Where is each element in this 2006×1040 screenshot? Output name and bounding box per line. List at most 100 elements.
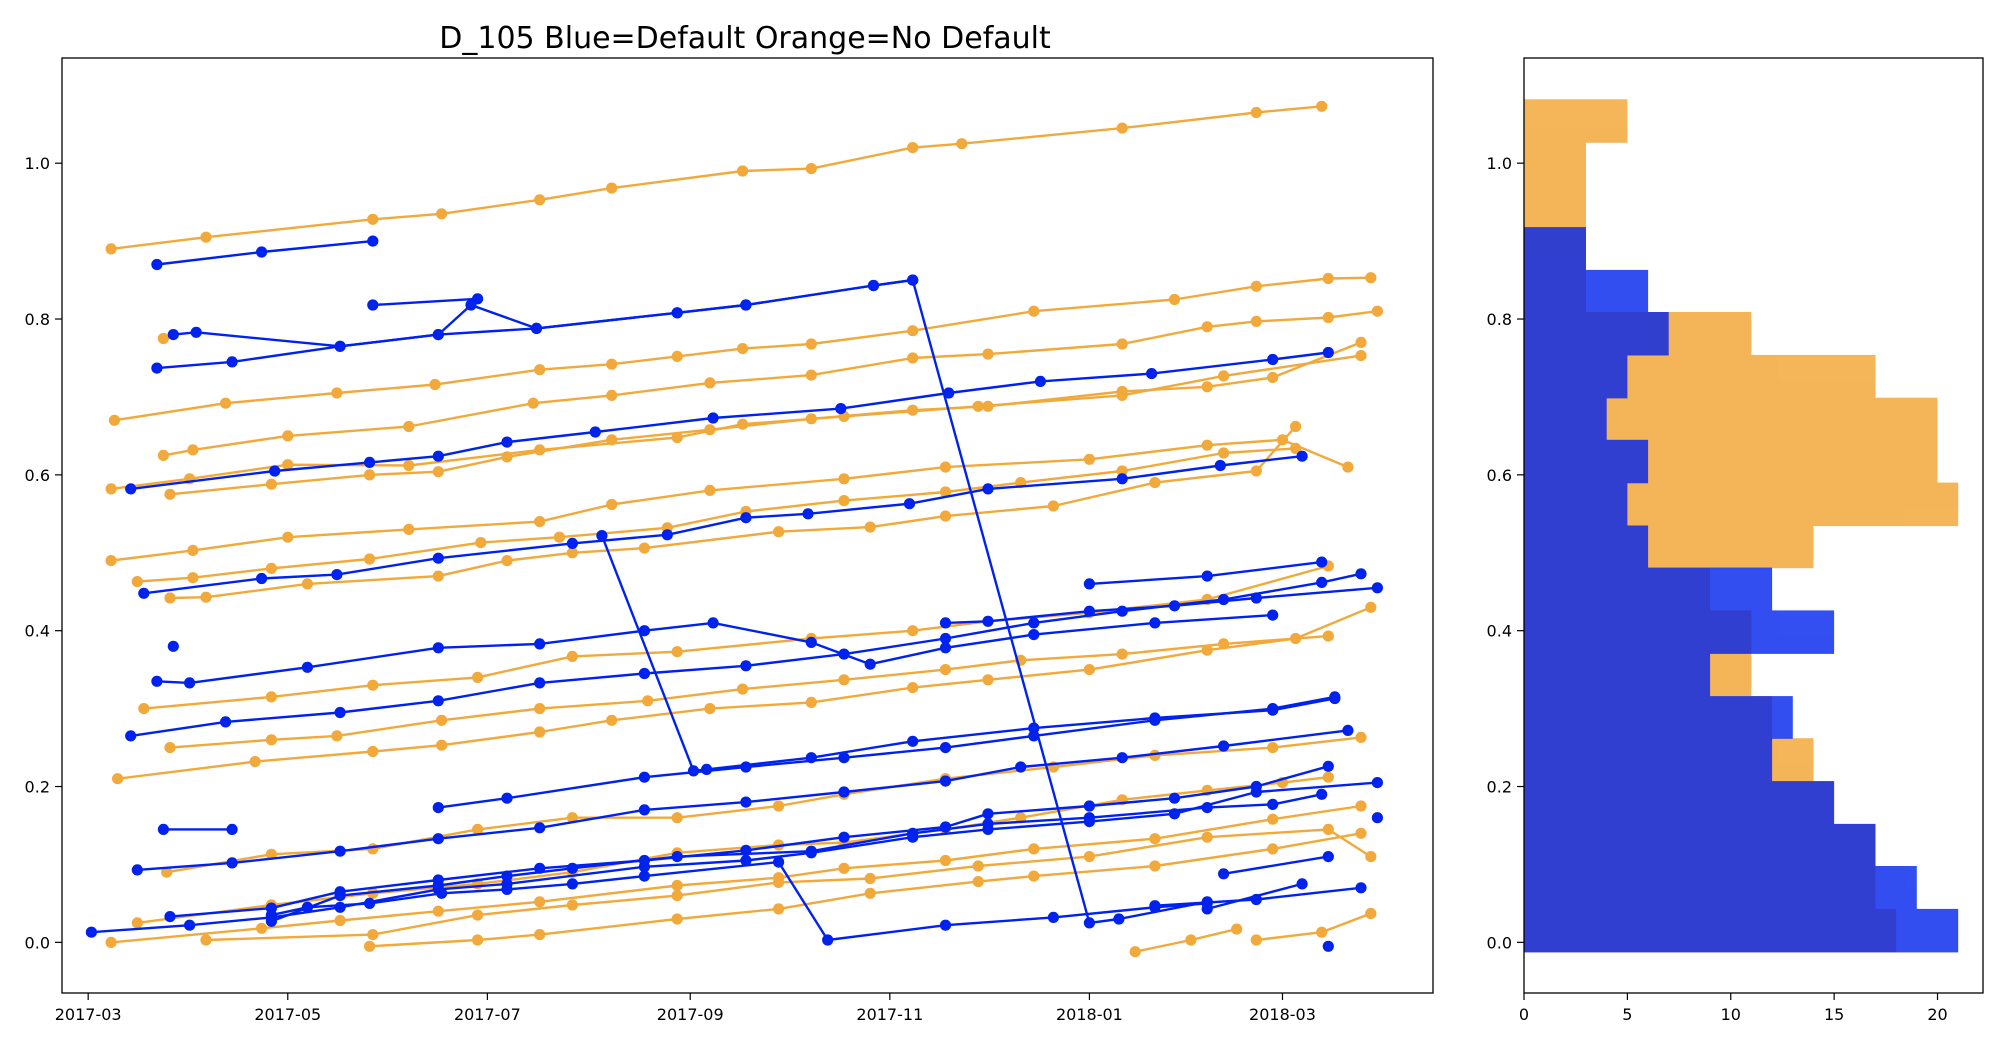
data-point	[939, 510, 952, 522]
data-point	[982, 483, 994, 495]
data-point	[432, 329, 444, 341]
data-point	[805, 338, 817, 350]
data-point	[1371, 305, 1383, 317]
histogram-bar	[1524, 439, 1649, 484]
data-point	[1322, 272, 1334, 285]
no-default-series	[108, 272, 1377, 426]
data-point	[822, 934, 834, 946]
data-point	[436, 739, 448, 751]
default-series	[151, 235, 379, 271]
data-point	[164, 742, 176, 754]
data-point	[265, 691, 277, 703]
series-line	[945, 586, 1378, 625]
data-point	[939, 617, 952, 629]
data-point	[671, 851, 683, 863]
histogram-bar	[1524, 227, 1586, 271]
data-point	[1028, 722, 1040, 734]
data-point	[265, 734, 277, 746]
data-point	[1028, 870, 1040, 882]
data-point	[472, 823, 484, 836]
data-point	[432, 802, 444, 814]
data-point	[671, 350, 683, 362]
data-point	[1028, 730, 1040, 742]
data-point	[1316, 556, 1328, 568]
data-point	[1267, 742, 1279, 754]
data-point	[939, 775, 952, 787]
data-point	[671, 646, 683, 658]
data-point	[1250, 893, 1262, 906]
data-point	[164, 592, 176, 604]
data-point	[1322, 940, 1334, 952]
histogram-bar	[1524, 908, 1959, 953]
data-point	[566, 862, 579, 874]
data-point	[1218, 370, 1230, 382]
data-point	[1083, 453, 1095, 465]
data-point	[1355, 731, 1367, 744]
data-point	[436, 208, 448, 220]
data-point	[773, 800, 785, 812]
data-point	[269, 465, 281, 477]
data-point	[432, 905, 444, 917]
data-point	[1149, 477, 1161, 489]
hist-y-tick-label: 0.4	[1487, 622, 1512, 641]
data-point	[835, 403, 847, 415]
data-point	[939, 854, 952, 867]
data-point	[534, 677, 546, 689]
data-point	[838, 473, 850, 485]
data-point	[334, 890, 346, 902]
data-point	[1365, 601, 1377, 613]
data-point	[265, 915, 277, 927]
no-default-series	[1250, 907, 1377, 946]
no-default-series	[164, 630, 1334, 754]
y-tick-label: 0.4	[25, 622, 50, 641]
data-point	[200, 591, 212, 603]
data-point	[707, 617, 719, 629]
no-default-series	[200, 823, 1377, 946]
data-point	[256, 922, 268, 934]
default-series	[596, 530, 1341, 777]
histogram-bar	[1524, 99, 1628, 143]
data-point	[1296, 878, 1308, 890]
data-point	[105, 243, 117, 255]
data-point	[432, 552, 444, 564]
data-point	[432, 570, 444, 582]
data-point	[1201, 831, 1213, 843]
default-series	[125, 568, 1367, 742]
data-point	[1146, 368, 1158, 380]
series-line	[600, 535, 1336, 773]
data-point	[1185, 934, 1197, 946]
hist-x-tick-label: 0	[1519, 1005, 1529, 1024]
data-point	[334, 914, 346, 927]
data-point	[501, 883, 513, 896]
data-point	[737, 683, 749, 695]
data-point	[1083, 851, 1095, 863]
series-line	[169, 634, 1329, 749]
data-point	[671, 913, 683, 925]
data-point	[1116, 473, 1128, 485]
data-point	[1015, 812, 1027, 824]
x-tick-label: 2017-11	[856, 1005, 923, 1024]
histogram-bar	[1524, 738, 1773, 782]
data-point	[1214, 459, 1226, 472]
default-series	[265, 788, 1328, 927]
data-point	[642, 695, 654, 707]
histogram-bar	[1524, 354, 1628, 399]
data-point	[1218, 740, 1230, 752]
data-point	[1218, 593, 1230, 606]
data-point	[367, 299, 379, 311]
data-point	[838, 495, 850, 507]
data-point	[1267, 353, 1279, 366]
data-point	[1316, 788, 1328, 800]
data-point	[501, 870, 513, 882]
histogram-bar	[1524, 696, 1793, 739]
data-point	[606, 498, 618, 511]
data-point	[367, 843, 379, 855]
data-point	[982, 400, 994, 412]
data-point	[364, 456, 376, 468]
y-tick-label: 0.2	[25, 778, 50, 797]
no-default-series	[105, 434, 1354, 567]
data-point	[403, 459, 415, 472]
data-point	[1355, 336, 1367, 348]
data-point	[200, 934, 212, 946]
data-point	[1267, 371, 1279, 384]
